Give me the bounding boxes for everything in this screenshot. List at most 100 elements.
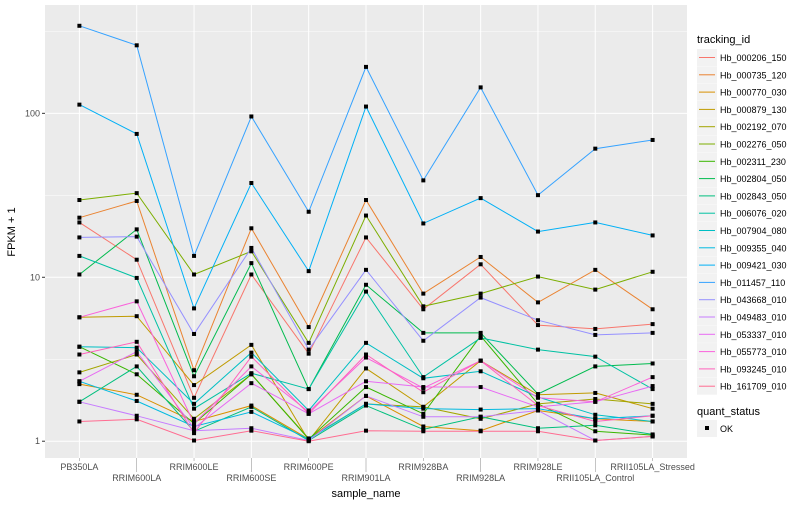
- data-point-Hb_002311_230: [421, 411, 426, 416]
- x-axis: PB350LA RRIM600LA RRIM600LE RRIM600SE RRIM60…: [60, 458, 695, 483]
- data-point-Hb_055773_010: [535, 395, 540, 400]
- legend-label: Hb_002192_070: [720, 122, 787, 132]
- legend-label: Hb_000206_150: [720, 53, 787, 63]
- data-point-Hb_053337_010: [249, 381, 254, 386]
- data-point-Hb_002276_050: [593, 287, 598, 292]
- data-point-Hb_011457_110: [192, 253, 197, 258]
- data-point-Hb_009355_040: [134, 398, 139, 403]
- data-point-Hb_161709_010: [650, 434, 655, 439]
- data-point-Hb_053337_010: [192, 426, 197, 431]
- data-point-Hb_049483_010: [192, 428, 197, 433]
- data-point-Hb_000770_030: [134, 392, 139, 397]
- legend-label: Hb_006076_020: [720, 209, 787, 219]
- data-point-Hb_009421_030: [650, 233, 655, 238]
- data-point-Hb_006076_020: [364, 289, 368, 294]
- data-point-Hb_002192_070: [650, 401, 655, 406]
- data-point-Hb_006076_020: [77, 253, 82, 258]
- data-point-Hb_049483_010: [535, 408, 540, 413]
- data-point-Hb_043668_010: [192, 331, 197, 336]
- data-point-Hb_000206_150: [593, 326, 598, 331]
- data-point-Hb_007904_080: [421, 376, 426, 381]
- data-point-Hb_011457_110: [249, 114, 254, 119]
- legend-label: Hb_053337_010: [720, 330, 787, 340]
- data-point-Hb_043668_010: [478, 295, 483, 300]
- data-point-Hb_161709_010: [249, 428, 254, 433]
- legend: tracking_id Hb_000206_150 Hb_000735_120 Hb…: [697, 34, 787, 437]
- data-point-Hb_002804_050: [593, 364, 598, 369]
- x-tick-label: RRIM928BA: [398, 462, 448, 472]
- data-point-Hb_007904_080: [249, 350, 254, 355]
- data-point-Hb_002276_050: [134, 191, 139, 196]
- legend-label: Hb_009421_030: [720, 261, 787, 271]
- data-point-Hb_009421_030: [535, 229, 540, 234]
- x-tick-label: RRIM928LE: [513, 462, 562, 472]
- data-point-Hb_002311_230: [593, 429, 598, 434]
- data-point-Hb_000879_130: [650, 406, 655, 411]
- data-point-Hb_000879_130: [134, 314, 139, 319]
- legend-label: Hb_049483_010: [720, 313, 787, 323]
- data-point-Hb_000206_150: [192, 395, 197, 400]
- data-point-Hb_011457_110: [650, 137, 655, 142]
- data-point-Hb_002276_050: [77, 198, 82, 203]
- data-point-Hb_000206_150: [249, 272, 254, 277]
- data-point-Hb_002192_070: [478, 416, 483, 421]
- data-point-Hb_009421_030: [77, 102, 82, 107]
- data-point-Hb_055773_010: [421, 386, 426, 391]
- data-point-Hb_002276_050: [478, 291, 483, 296]
- data-point-Hb_161709_010: [478, 429, 483, 434]
- data-point-Hb_006076_020: [478, 335, 483, 340]
- data-point-Hb_000735_120: [593, 267, 598, 272]
- legend-label: Hb_002276_050: [720, 140, 787, 150]
- data-point-Hb_053337_010: [134, 349, 139, 354]
- data-point-Hb_049483_010: [249, 426, 254, 431]
- x-tick-label: RRII105LA_Control: [556, 473, 634, 483]
- x-tick-label: RRIM600PE: [284, 462, 334, 472]
- data-point-Hb_000206_150: [134, 257, 139, 262]
- data-point-Hb_093245_010: [593, 419, 598, 424]
- y-tick-label: 10: [30, 272, 40, 282]
- data-point-Hb_002804_050: [134, 227, 139, 232]
- data-point-Hb_000206_150: [364, 235, 368, 240]
- data-point-Hb_009355_040: [249, 409, 254, 414]
- x-tick-label: RRIM901LA: [341, 473, 390, 483]
- legend-label: Hb_043668_010: [720, 295, 787, 305]
- data-point-Hb_006076_020: [535, 347, 540, 352]
- data-point-Hb_006076_020: [306, 387, 311, 392]
- data-point-Hb_049483_010: [478, 414, 483, 419]
- data-point-Hb_043668_010: [421, 338, 426, 343]
- data-point-Hb_002843_050: [535, 426, 540, 431]
- shape-legend-title: quant_status: [697, 406, 760, 418]
- data-point-Hb_093245_010: [421, 390, 426, 395]
- data-point-Hb_000735_120: [306, 325, 311, 330]
- data-point-Hb_161709_010: [192, 438, 197, 443]
- data-point-Hb_043668_010: [593, 332, 598, 337]
- data-point-Hb_009355_040: [364, 401, 368, 406]
- data-point-Hb_002804_050: [192, 374, 197, 379]
- data-point-Hb_002276_050: [421, 304, 426, 309]
- legend-label: Hb_055773_010: [720, 347, 787, 357]
- data-point-Hb_093245_010: [77, 352, 82, 357]
- data-point-Hb_002804_050: [364, 282, 368, 287]
- data-point-Hb_049483_010: [421, 414, 426, 419]
- data-point-Hb_009421_030: [306, 269, 311, 274]
- data-point-Hb_043668_010: [364, 267, 368, 272]
- x-tick-label: RRIM600LE: [170, 462, 219, 472]
- data-point-Hb_093245_010: [192, 431, 197, 436]
- data-point-Hb_011457_110: [593, 146, 598, 151]
- data-point-Hb_011457_110: [306, 209, 311, 214]
- legend-label: Hb_093245_010: [720, 364, 787, 374]
- data-point-Hb_002843_050: [249, 404, 254, 409]
- data-point-Hb_002276_050: [650, 269, 655, 274]
- data-point-Hb_000770_030: [421, 424, 426, 429]
- data-point-Hb_000206_150: [650, 322, 655, 327]
- data-point-Hb_049483_010: [77, 399, 82, 404]
- data-point-Hb_002804_050: [535, 392, 540, 397]
- data-point-Hb_007904_080: [192, 401, 197, 406]
- data-point-Hb_000206_150: [535, 323, 540, 328]
- data-point-Hb_002276_050: [535, 274, 540, 279]
- data-point-Hb_000206_150: [306, 351, 311, 356]
- data-point-Hb_053337_010: [77, 379, 82, 384]
- legend-label: Hb_000770_030: [720, 88, 787, 98]
- data-point-Hb_000735_120: [134, 198, 139, 203]
